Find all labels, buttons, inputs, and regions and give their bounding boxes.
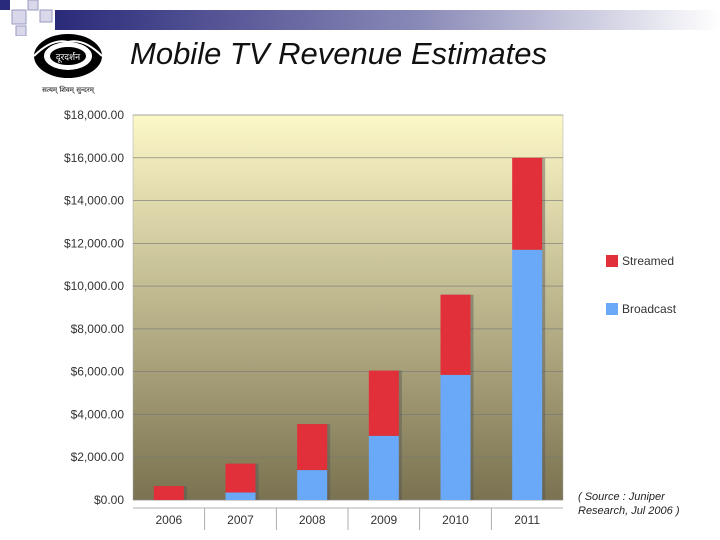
legend-label-streamed: Streamed — [622, 254, 674, 268]
y-tick-label: $4,000.00 — [71, 407, 125, 421]
logo-tagline: सत्यम् शिवम् सुन्दरम् — [42, 85, 95, 94]
y-tick-label: $14,000.00 — [64, 194, 124, 208]
source-note: ( Source : Juniper Research, Jul 2006 ) — [578, 491, 680, 517]
bar-broadcast-2007 — [225, 492, 256, 500]
top-decoration-bar — [0, 0, 720, 36]
y-tick-label: $18,000.00 — [64, 108, 124, 122]
bar-broadcast-2011 — [512, 249, 543, 500]
y-tick-label: $16,000.00 — [64, 151, 124, 165]
y-tick-label: $2,000.00 — [71, 450, 125, 464]
bar-streamed-2006 — [153, 486, 184, 500]
x-tick-label: 2008 — [299, 513, 326, 527]
legend-swatch-broadcast — [606, 303, 618, 315]
x-tick-label: 2009 — [370, 513, 397, 527]
page-title: Mobile TV Revenue Estimates — [130, 36, 547, 71]
y-tick-label: $6,000.00 — [71, 365, 125, 379]
x-tick-label: 2007 — [227, 513, 254, 527]
x-tick-label: 2010 — [442, 513, 469, 527]
x-tick-label: 2006 — [155, 513, 182, 527]
doordarshan-logo: दूरदर्शन सत्यम् शिवम् सुन्दरम् — [22, 28, 112, 100]
bar-streamed-2008 — [297, 424, 328, 471]
bar-broadcast-2009 — [368, 435, 399, 500]
y-tick-label: $10,000.00 — [64, 279, 124, 293]
bar-streamed-2011 — [512, 157, 543, 250]
legend-label-broadcast: Broadcast — [622, 302, 677, 316]
y-tick-label: $0.00 — [94, 493, 124, 507]
plot-area — [132, 114, 564, 501]
bar-broadcast-2010 — [440, 374, 471, 500]
x-tick-label: 2011 — [514, 513, 540, 527]
logo-text: दूरदर्शन — [56, 51, 81, 63]
legend-swatch-streamed — [606, 255, 618, 267]
y-tick-label: $8,000.00 — [71, 322, 125, 336]
bar-streamed-2009 — [368, 370, 399, 436]
bar-broadcast-2008 — [297, 470, 328, 500]
bar-streamed-2007 — [225, 463, 256, 493]
y-tick-label: $12,000.00 — [64, 236, 124, 250]
bar-streamed-2010 — [440, 294, 471, 375]
